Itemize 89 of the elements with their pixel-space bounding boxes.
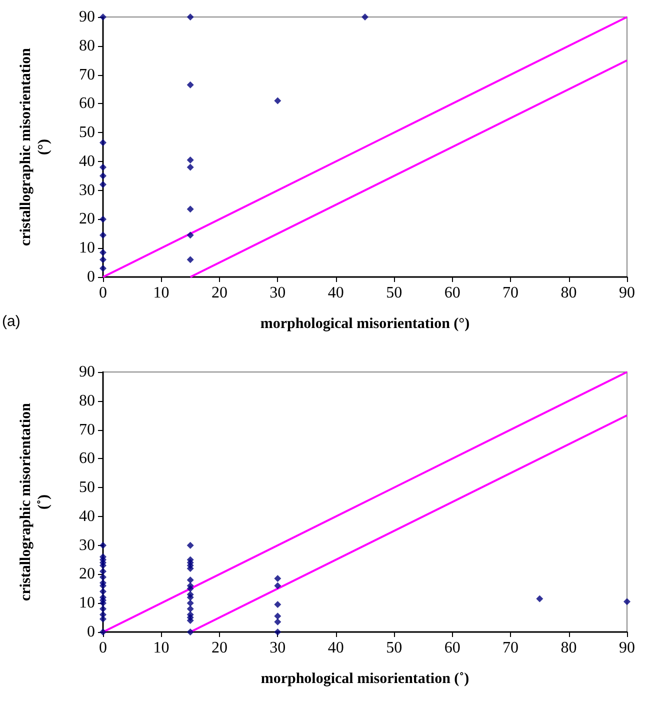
x-axis-title: morphological misorientation (˚)	[260, 671, 470, 687]
point	[100, 172, 106, 180]
point	[100, 568, 106, 575]
x-tick-label: 10	[153, 640, 170, 656]
point	[274, 612, 282, 620]
point	[100, 164, 106, 171]
point	[100, 562, 106, 570]
x-tick-label: 90	[619, 640, 635, 656]
x-axis-title: morphological misorientation (°)	[260, 316, 470, 332]
point	[274, 618, 282, 626]
point	[186, 156, 194, 164]
y-tick-label: 60	[79, 95, 95, 112]
point	[186, 81, 194, 88]
x-tick-label: 70	[502, 640, 519, 656]
x-tick-label: 30	[270, 640, 286, 656]
point	[100, 600, 106, 607]
x-tick-label: 80	[560, 640, 577, 656]
y-tick-label: 50	[79, 124, 95, 142]
point	[100, 616, 106, 622]
point	[186, 164, 194, 171]
point	[274, 601, 282, 608]
x-tick-label: 70	[502, 284, 519, 302]
y-tick-label: 90	[79, 364, 95, 380]
point	[274, 582, 282, 590]
y-tick-label: 70	[79, 421, 95, 438]
point	[100, 232, 106, 239]
point	[100, 139, 106, 146]
point	[186, 616, 194, 624]
y-tick-label: 40	[79, 152, 95, 170]
y-tick-label: 90	[79, 8, 95, 26]
x-tick-label: 40	[328, 640, 344, 656]
y-tick-label: 20	[79, 566, 95, 583]
y-tick-label: 0	[87, 268, 95, 286]
point	[186, 594, 194, 601]
point	[100, 264, 106, 272]
point	[274, 628, 282, 636]
point	[186, 256, 194, 264]
point	[186, 206, 194, 213]
y-tick-label: 40	[79, 508, 95, 525]
x-tick-label: 10	[153, 284, 170, 302]
point	[100, 605, 106, 612]
y-tick-label: 20	[79, 210, 95, 228]
y-tick-label: 30	[79, 536, 95, 554]
y-axis-title: cristallographic misorientation (°)	[18, 47, 52, 246]
x-tick-label: 60	[444, 284, 460, 302]
x-tick-label: 50	[386, 640, 402, 656]
y-tick-label: 0	[87, 624, 95, 640]
text: (a)	[2, 313, 20, 330]
x-tick-label: 50	[386, 284, 402, 302]
y-axis-title: cristallographic misorientation (˚)	[18, 402, 52, 601]
y-tick-label: 80	[79, 37, 95, 54]
y-tick-label: 80	[79, 392, 95, 410]
point	[100, 582, 106, 590]
point	[362, 14, 368, 20]
y-tick-label: 30	[79, 182, 95, 199]
point	[186, 542, 194, 549]
point	[100, 588, 106, 596]
x-tick-label: 20	[211, 284, 228, 302]
x-tick-label: 80	[560, 284, 577, 302]
point	[536, 595, 544, 602]
point	[186, 232, 194, 239]
point	[186, 576, 194, 584]
point	[186, 600, 194, 607]
point	[100, 248, 106, 256]
x-tick-label: 40	[328, 284, 344, 302]
x-tick-label: 0	[99, 640, 107, 656]
y-tick-label: 10	[79, 240, 95, 257]
point	[186, 585, 194, 592]
point	[274, 575, 282, 582]
point	[100, 256, 106, 264]
point	[186, 14, 194, 20]
point	[100, 542, 106, 549]
point	[186, 564, 194, 572]
point	[186, 605, 194, 612]
x-tick-label: 20	[211, 640, 228, 656]
x-tick-label: 90	[619, 284, 635, 302]
point	[100, 574, 106, 581]
point	[100, 181, 106, 188]
y-tick-label: 10	[79, 594, 95, 612]
point	[624, 598, 630, 606]
point	[100, 216, 106, 223]
y-tick-label: 50	[79, 479, 95, 496]
x-tick-label: 0	[99, 284, 107, 302]
point	[186, 628, 194, 636]
x-tick-label: 30	[270, 284, 286, 302]
point	[274, 97, 282, 104]
x-tick-label: 60	[444, 640, 460, 656]
y-tick-label: 60	[79, 450, 95, 468]
y-tick-label: 70	[79, 66, 95, 84]
